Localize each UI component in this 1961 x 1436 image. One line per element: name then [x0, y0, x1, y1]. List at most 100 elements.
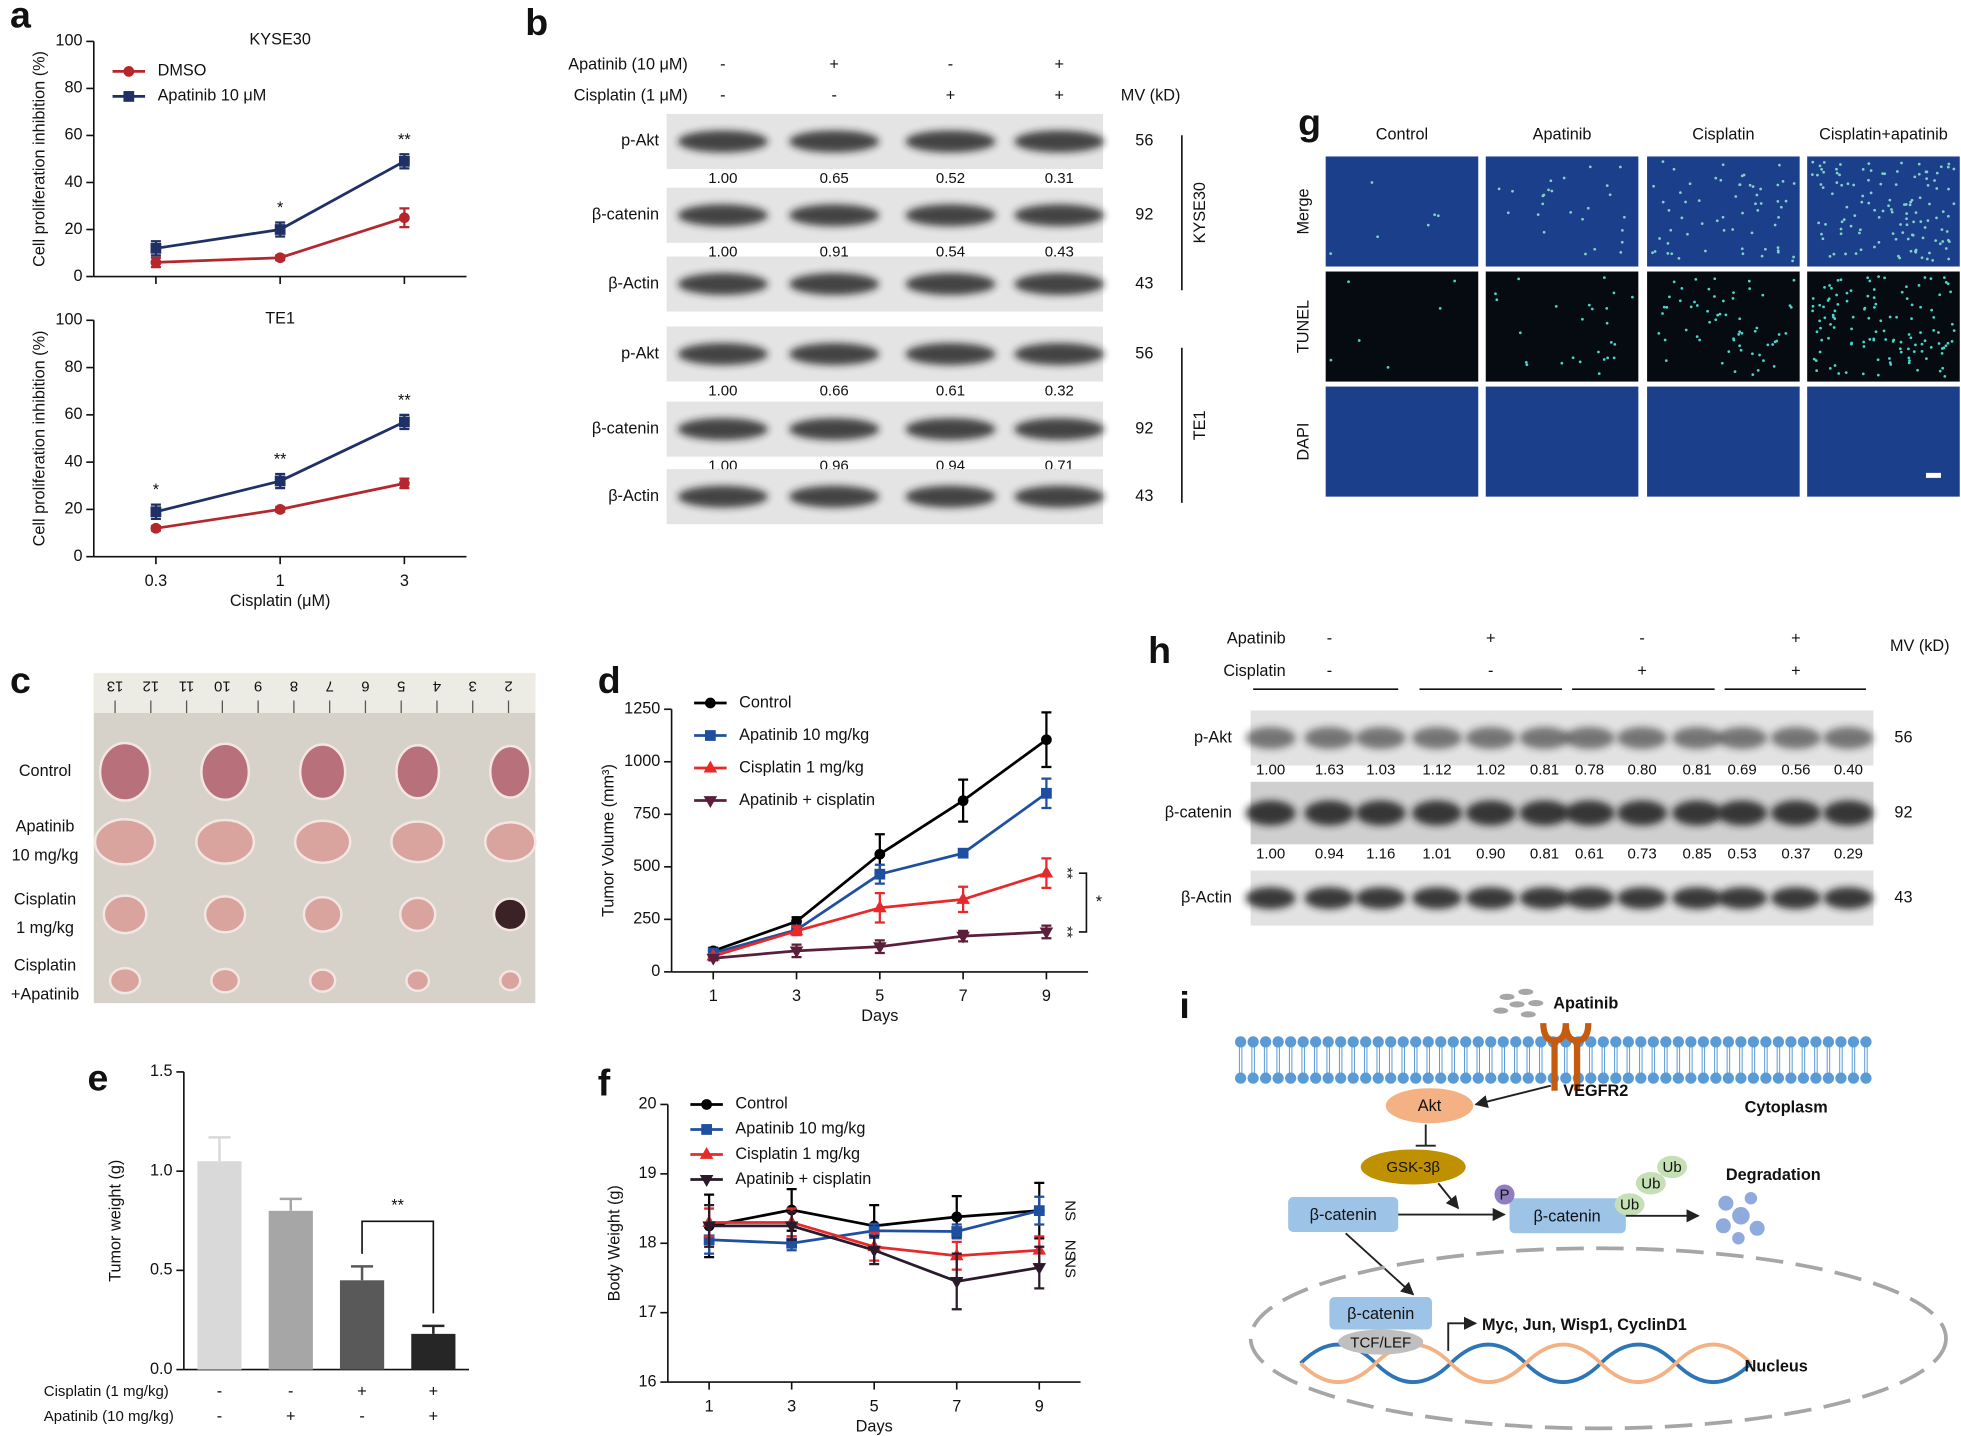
- tunel-signal: [1849, 224, 1853, 228]
- legend-label: Control: [739, 693, 791, 711]
- data-point: [274, 252, 286, 264]
- lipid-head: [1360, 1072, 1372, 1084]
- lipid-head: [1435, 1072, 1447, 1084]
- protein-label: β-Actin: [608, 274, 659, 292]
- ruler-number: 2: [504, 678, 512, 695]
- tunel-signal: [1881, 209, 1885, 213]
- tunel-signal: [1738, 330, 1742, 334]
- tunel-signal: [1688, 182, 1692, 186]
- lipid-tail: [1401, 1046, 1405, 1074]
- lipid-tail: [1501, 1046, 1506, 1074]
- y-tick-label: 100: [55, 32, 82, 50]
- tunel-signal: [1606, 356, 1610, 360]
- blot-band: [1465, 887, 1516, 910]
- tunel-signal: [1913, 175, 1917, 179]
- lipid-head: [1447, 1072, 1459, 1084]
- micrograph: [1325, 386, 1479, 497]
- blot-band: [1823, 727, 1874, 750]
- treatment-sign: -: [1639, 630, 1644, 648]
- y-tick-label: 40: [64, 452, 82, 470]
- tumor: [210, 967, 241, 994]
- tunel-signal: [1858, 228, 1862, 232]
- lipid-tail: [1351, 1046, 1355, 1074]
- tunel-signal: [1921, 236, 1925, 240]
- tunel-signal: [1773, 340, 1777, 344]
- lipid-head: [1535, 1072, 1547, 1084]
- micrograph: [1647, 386, 1800, 497]
- lipid-tail: [1326, 1046, 1330, 1074]
- tunel-signal: [1541, 202, 1545, 206]
- data-point: [956, 931, 970, 944]
- ruler-number: 12: [142, 678, 159, 695]
- tunel-signal: [1883, 172, 1887, 176]
- tunel-signal: [1571, 356, 1575, 360]
- legend-label: Control: [735, 1095, 787, 1113]
- legend-label: Apatinib 10 mg/kg: [739, 726, 869, 744]
- tunel-signal: [1950, 340, 1954, 343]
- legend-label: Apatinib 10 μM: [158, 87, 267, 105]
- data-point: [957, 847, 969, 859]
- lipid-tail: [1776, 1046, 1781, 1074]
- data-point: [398, 155, 410, 167]
- tunel-signal: [1867, 162, 1871, 166]
- y-tick-label: 1250: [624, 700, 660, 718]
- quantification: 0.91: [820, 244, 849, 261]
- tunel-signal: [1917, 172, 1921, 176]
- x-tick-label: 1: [709, 987, 718, 1005]
- quantification: 0.61: [1575, 845, 1604, 862]
- tunel-signal: [1742, 173, 1746, 177]
- ruler-number: 13: [107, 678, 124, 695]
- error-bar: [279, 1197, 302, 1211]
- tunel-signal: [1926, 184, 1930, 187]
- data-point: [789, 923, 804, 936]
- tunel-signal: [1907, 333, 1911, 336]
- lipid-head: [1735, 1036, 1747, 1048]
- tunel-signal: [1453, 279, 1457, 283]
- tunel-signal: [1944, 344, 1948, 348]
- legend-label: Apatinib 10 mg/kg: [735, 1120, 865, 1138]
- blot-band: [677, 485, 768, 508]
- legend-marker: [699, 1175, 714, 1187]
- dna: [1299, 1342, 1753, 1384]
- blot-band: [1519, 887, 1570, 910]
- tunel-signal: [1947, 187, 1950, 191]
- lipid-head: [1247, 1036, 1259, 1048]
- tunel-signal: [1873, 306, 1876, 309]
- lipid-head: [1822, 1036, 1835, 1048]
- tunel-signal: [1940, 352, 1944, 355]
- tunel-signal: [1706, 309, 1709, 313]
- lipid-tail: [1276, 1046, 1280, 1074]
- quantification: 0.32: [1045, 383, 1074, 400]
- blot-band: [1717, 727, 1768, 750]
- micrograph: [1647, 271, 1800, 382]
- lipid-head: [1660, 1036, 1672, 1048]
- tunel-signal: [1898, 256, 1902, 260]
- y-axis-label: Cell proliferation inhibition (%): [30, 51, 48, 267]
- tunel-signal: [1613, 343, 1617, 346]
- phospho-group: [1494, 1184, 1515, 1205]
- blot-band: [1245, 887, 1296, 910]
- target-genes: Myc, Jun, Wisp1, CyclinD1: [1482, 1316, 1687, 1334]
- tunel-signal: [1862, 345, 1866, 348]
- blot-band: [1304, 800, 1355, 826]
- tunel-signal: [1684, 328, 1688, 332]
- tunel-signal: [1694, 277, 1698, 281]
- blot-band: [1014, 418, 1105, 441]
- ruler-number: 9: [254, 678, 262, 695]
- tunel-signal: [1569, 210, 1573, 214]
- tunel-signal: [1835, 167, 1838, 171]
- lipid-tail: [1639, 1046, 1643, 1074]
- tunel-signal: [1868, 279, 1872, 283]
- lipid-head: [1760, 1036, 1772, 1048]
- blot-band: [1823, 800, 1874, 826]
- tunel-signal: [1894, 237, 1898, 241]
- blot-band: [1770, 887, 1821, 910]
- tunel-signal: [1836, 279, 1840, 282]
- tunel-signal: [1433, 213, 1437, 217]
- tunel-signal: [1844, 252, 1847, 256]
- tunel-signal: [1781, 180, 1785, 183]
- lipid-head: [1785, 1072, 1797, 1084]
- tunel-signal: [1918, 196, 1922, 200]
- legend-label: Apatinib + cisplatin: [739, 791, 875, 809]
- lipid-head: [1297, 1036, 1309, 1048]
